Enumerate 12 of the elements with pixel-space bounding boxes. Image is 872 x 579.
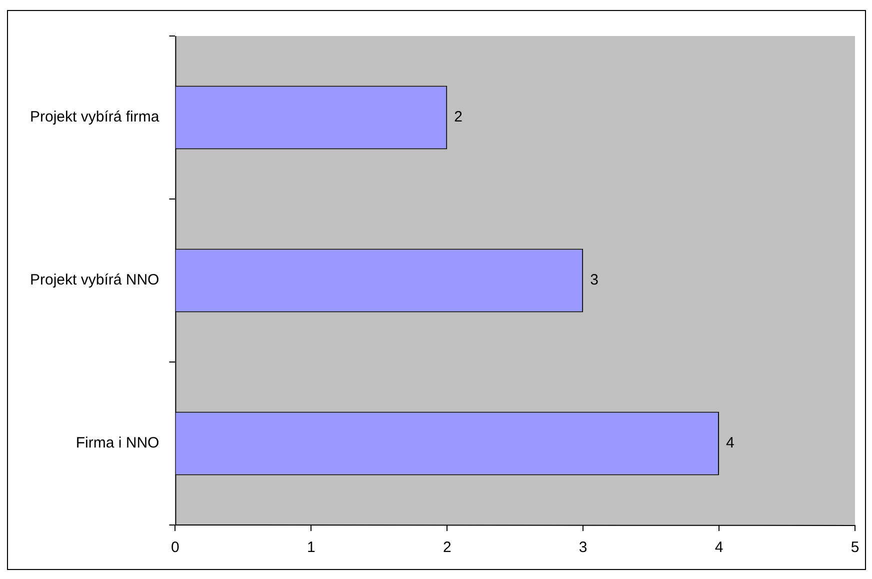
- x-tick-label: 3: [578, 539, 588, 556]
- x-tick-label: 0: [171, 539, 180, 556]
- data-label: 4: [726, 434, 734, 452]
- data-label: 3: [590, 272, 598, 289]
- x-tick-label: 2: [442, 539, 452, 556]
- x-tick-label: 1: [306, 539, 316, 556]
- data-label: 2: [454, 108, 462, 126]
- x-tick-label: 4: [714, 539, 724, 556]
- y-tick-label: Projekt vybírá NNO: [30, 272, 160, 289]
- y-tick-label: Firma i NNO: [76, 434, 160, 452]
- x-tick-label: 5: [850, 539, 860, 556]
- y-tick-label: Projekt vybírá firma: [30, 108, 160, 126]
